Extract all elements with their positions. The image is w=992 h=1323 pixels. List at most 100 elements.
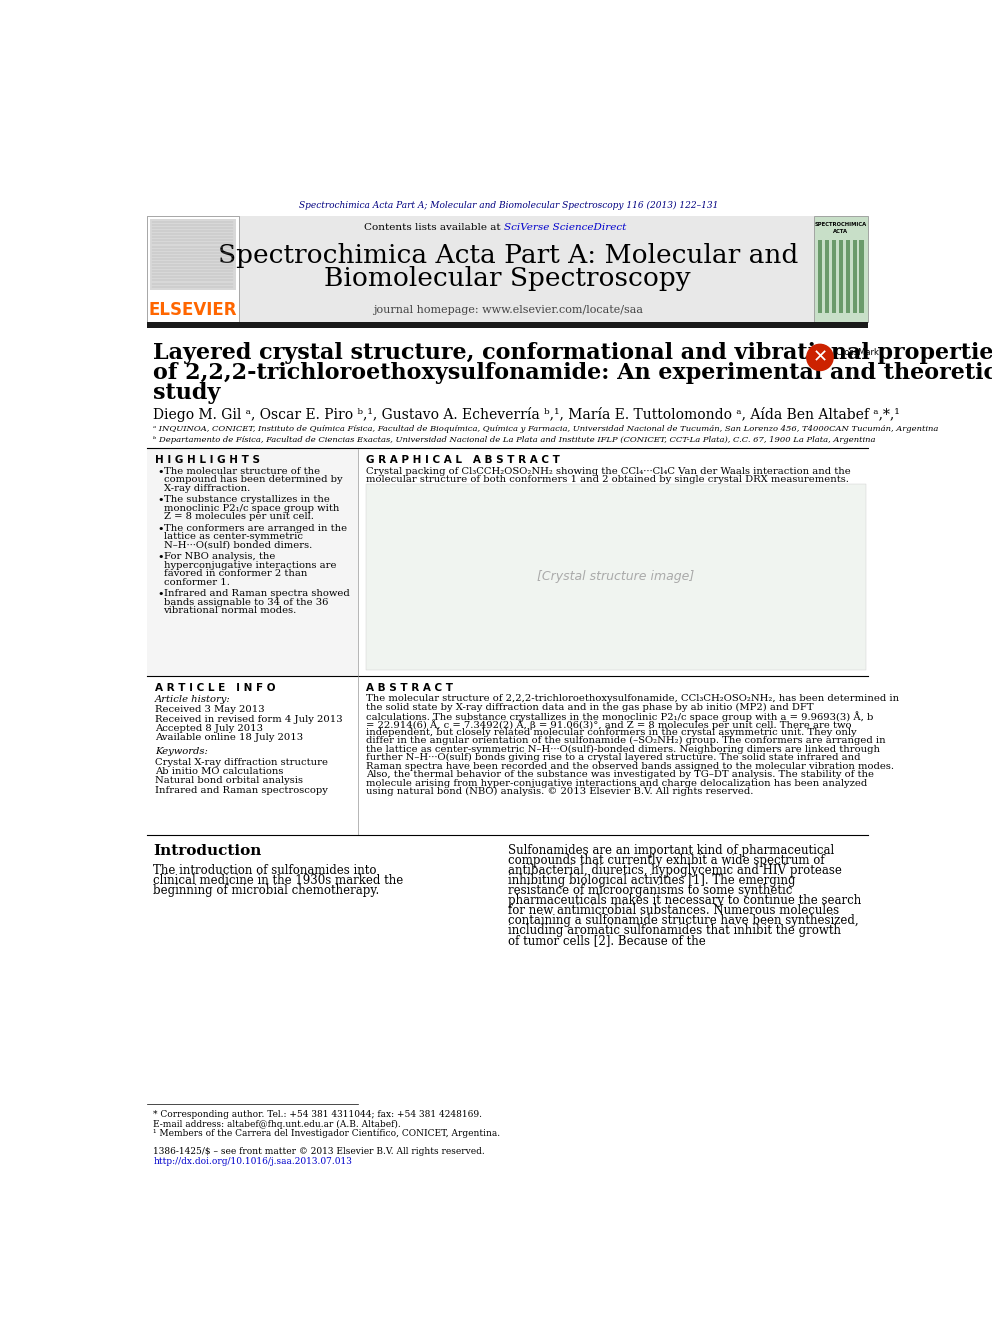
Text: SPECTROCHIMICA: SPECTROCHIMICA [814, 222, 867, 228]
Bar [366, 484, 866, 669]
Text: The molecular structure of 2,2,2-trichloroethoxysulfonamide, CCl₃CH₂OSO₂NH₂, has: The molecular structure of 2,2,2-trichlo… [366, 693, 899, 703]
Text: Sulfonamides are an important kind of pharmaceutical: Sulfonamides are an important kind of ph… [509, 844, 834, 857]
Bar [151, 218, 236, 290]
Text: = 22.914(6) Å, c = 7.3492(2) Å, β = 91.06(3)°, and Z = 8 molecules per unit cell: = 22.914(6) Å, c = 7.3492(2) Å, β = 91.0… [366, 720, 851, 730]
Text: using natural bond (NBO) analysis. © 2013 Elsevier B.V. All rights reserved.: using natural bond (NBO) analysis. © 201… [366, 787, 753, 796]
Text: The conformers are arranged in the: The conformers are arranged in the [164, 524, 346, 533]
Text: Z = 8 molecules per unit cell.: Z = 8 molecules per unit cell. [164, 512, 313, 521]
Text: * Corresponding author. Tel.: +54 381 4311044; fax: +54 381 4248169.: * Corresponding author. Tel.: +54 381 43… [154, 1110, 482, 1119]
Text: including aromatic sulfonamides that inhibit the growth: including aromatic sulfonamides that inh… [509, 925, 841, 937]
Text: G R A P H I C A L   A B S T R A C T: G R A P H I C A L A B S T R A C T [366, 455, 559, 466]
Text: study: study [154, 382, 221, 404]
Text: ELSEVIER: ELSEVIER [149, 300, 237, 319]
Bar [845, 239, 850, 312]
Text: differ in the angular orientation of the sulfonamide (–SO₂NH₂) group. The confor: differ in the angular orientation of the… [366, 737, 886, 745]
Text: •: • [158, 589, 164, 599]
Text: compounds that currently exhibit a wide spectrum of: compounds that currently exhibit a wide … [509, 855, 825, 867]
Text: the lattice as center-symmetric N–H···O(sulf)-bonded dimers. Neighboring dimers : the lattice as center-symmetric N–H···O(… [366, 745, 880, 754]
Text: H I G H L I G H T S: H I G H L I G H T S [155, 455, 260, 466]
Text: favored in conformer 2 than: favored in conformer 2 than [164, 569, 307, 578]
Text: A B S T R A C T: A B S T R A C T [366, 683, 452, 693]
Text: Biomolecular Spectroscopy: Biomolecular Spectroscopy [324, 266, 691, 291]
Bar [147, 321, 868, 328]
Text: ¹ Members of the Carrera del Investigador Científico, CONICET, Argentina.: ¹ Members of the Carrera del Investigado… [154, 1129, 501, 1139]
Text: Crystal X-ray diffraction structure: Crystal X-ray diffraction structure [155, 758, 328, 767]
Text: molecule arising from hyper-conjugative interactions and charge delocalization h: molecule arising from hyper-conjugative … [366, 779, 867, 787]
Text: Spectrochimica Acta Part A: Molecular and: Spectrochimica Acta Part A: Molecular an… [217, 242, 798, 267]
Text: antibacterial, diuretics, hypoglycemic and HIV protease: antibacterial, diuretics, hypoglycemic a… [509, 864, 842, 877]
Bar [147, 448, 358, 676]
Text: further N–H···O(sulf) bonds giving rise to a crystal layered structure. The soli: further N–H···O(sulf) bonds giving rise … [366, 753, 860, 762]
Text: Ab initio MO calculations: Ab initio MO calculations [155, 767, 284, 777]
Text: For NBO analysis, the: For NBO analysis, the [164, 552, 275, 561]
Text: Infrared and Raman spectroscopy: Infrared and Raman spectroscopy [155, 786, 328, 795]
Text: Diego M. Gil ᵃ, Oscar E. Piro ᵇ,¹, Gustavo A. Echeverría ᵇ,¹, María E. Tuttolomo: Diego M. Gil ᵃ, Oscar E. Piro ᵇ,¹, Gusta… [154, 406, 900, 422]
Bar [824, 239, 829, 312]
Text: vibrational normal modes.: vibrational normal modes. [164, 606, 297, 615]
Bar [147, 216, 239, 321]
Text: •: • [158, 467, 164, 476]
Text: Infrared and Raman spectra showed: Infrared and Raman spectra showed [164, 589, 349, 598]
Text: •: • [158, 524, 164, 533]
Text: Received in revised form 4 July 2013: Received in revised form 4 July 2013 [155, 714, 342, 724]
Text: Raman spectra have been recorded and the observed bands assigned to the molecula: Raman spectra have been recorded and the… [366, 762, 894, 771]
Text: A R T I C L E   I N F O: A R T I C L E I N F O [155, 683, 276, 693]
Text: Accepted 8 July 2013: Accepted 8 July 2013 [155, 724, 263, 733]
Text: ✕: ✕ [812, 348, 827, 366]
Text: ᵇ Departamento de Física, Facultad de Ciencias Exactas, Universidad Nacional de : ᵇ Departamento de Física, Facultad de Ci… [154, 437, 876, 445]
Text: Natural bond orbital analysis: Natural bond orbital analysis [155, 777, 303, 786]
Text: X-ray diffraction.: X-ray diffraction. [164, 484, 250, 492]
Text: monoclinic P2₁/c space group with: monoclinic P2₁/c space group with [164, 504, 339, 513]
Text: Introduction: Introduction [154, 844, 262, 859]
Text: hyperconjugative interactions are: hyperconjugative interactions are [164, 561, 336, 570]
Text: The molecular structure of the: The molecular structure of the [164, 467, 319, 476]
Text: for new antimicrobial substances. Numerous molecules: for new antimicrobial substances. Numero… [509, 904, 839, 917]
Text: Layered crystal structure, conformational and vibrational properties: Layered crystal structure, conformationa… [154, 343, 992, 364]
Text: Also, the thermal behavior of the substance was investigated by TG–DT analysis. : Also, the thermal behavior of the substa… [366, 770, 874, 779]
Text: Available online 18 July 2013: Available online 18 July 2013 [155, 733, 304, 742]
Text: 1386-1425/$ – see front matter © 2013 Elsevier B.V. All rights reserved.: 1386-1425/$ – see front matter © 2013 El… [154, 1147, 485, 1156]
Text: calculations. The substance crystallizes in the monoclinic P2₁/c space group wit: calculations. The substance crystallizes… [366, 710, 873, 721]
Text: ACTA: ACTA [833, 229, 848, 234]
Text: lattice as center-symmetric: lattice as center-symmetric [164, 532, 303, 541]
Text: clinical medicine in the 1930s marked the: clinical medicine in the 1930s marked th… [154, 875, 404, 888]
Text: CrossMark: CrossMark [835, 348, 879, 357]
Text: ᵃ INQUINOA, CONICET, Instituto de Química Física, Facultad de Bioquímica, Químic: ᵃ INQUINOA, CONICET, Instituto de Químic… [154, 425, 938, 433]
Text: independent, but closely related molecular conformers in the crystal asymmetric : independent, but closely related molecul… [366, 728, 856, 737]
Text: the solid state by X-ray diffraction data and in the gas phase by ab initio (MP2: the solid state by X-ray diffraction dat… [366, 703, 813, 712]
Text: •: • [158, 495, 164, 505]
Bar [852, 239, 857, 312]
Text: •: • [158, 552, 164, 562]
Text: [Crystal structure image]: [Crystal structure image] [537, 570, 694, 583]
Text: N–H···O(sulf) bonded dimers.: N–H···O(sulf) bonded dimers. [164, 541, 311, 549]
Text: Crystal packing of Cl₃CCH₂OSO₂NH₂ showing the CCl₄···Cl₄C Van der Waals interact: Crystal packing of Cl₃CCH₂OSO₂NH₂ showin… [366, 467, 850, 476]
Text: The introduction of sulfonamides into: The introduction of sulfonamides into [154, 864, 377, 877]
Text: compound has been determined by: compound has been determined by [164, 475, 342, 484]
Text: inhibiting biological activities [1]. The emerging: inhibiting biological activities [1]. Th… [509, 875, 796, 888]
Bar [838, 239, 843, 312]
Bar [859, 239, 864, 312]
Text: Article history:: Article history: [155, 696, 231, 704]
Bar [147, 216, 813, 321]
Text: conformer 1.: conformer 1. [164, 578, 229, 586]
Text: SciVerse ScienceDirect: SciVerse ScienceDirect [504, 222, 626, 232]
Circle shape [806, 344, 833, 370]
Text: Contents lists available at: Contents lists available at [364, 222, 504, 232]
Bar [831, 239, 836, 312]
Text: resistance of microorganisms to some synthetic: resistance of microorganisms to some syn… [509, 884, 793, 897]
Text: of 2,2,2-trichloroethoxysulfonamide: An experimental and theoretical: of 2,2,2-trichloroethoxysulfonamide: An … [154, 363, 992, 384]
Text: containing a sulfonamide structure have been synthesized,: containing a sulfonamide structure have … [509, 914, 859, 927]
Text: Received 3 May 2013: Received 3 May 2013 [155, 705, 265, 714]
Text: Keywords:: Keywords: [155, 747, 208, 755]
Text: http://dx.doi.org/10.1016/j.saa.2013.07.013: http://dx.doi.org/10.1016/j.saa.2013.07.… [154, 1158, 352, 1167]
Text: pharmaceuticals makes it necessary to continue the search: pharmaceuticals makes it necessary to co… [509, 894, 862, 908]
Text: molecular structure of both conformers 1 and 2 obtained by single crystal DRX me: molecular structure of both conformers 1… [366, 475, 849, 484]
Text: of tumor cells [2]. Because of the: of tumor cells [2]. Because of the [509, 934, 706, 947]
Text: beginning of microbial chemotherapy.: beginning of microbial chemotherapy. [154, 884, 380, 897]
Text: journal homepage: www.elsevier.com/locate/saa: journal homepage: www.elsevier.com/locat… [373, 304, 643, 315]
Text: The substance crystallizes in the: The substance crystallizes in the [164, 495, 329, 504]
Text: E-mail address: altabef@fhq.unt.edu.ar (A.B. Altabef).: E-mail address: altabef@fhq.unt.edu.ar (… [154, 1119, 401, 1129]
Text: bands assignable to 34 of the 36: bands assignable to 34 of the 36 [164, 598, 328, 607]
Bar [817, 239, 822, 312]
Bar [813, 216, 868, 321]
